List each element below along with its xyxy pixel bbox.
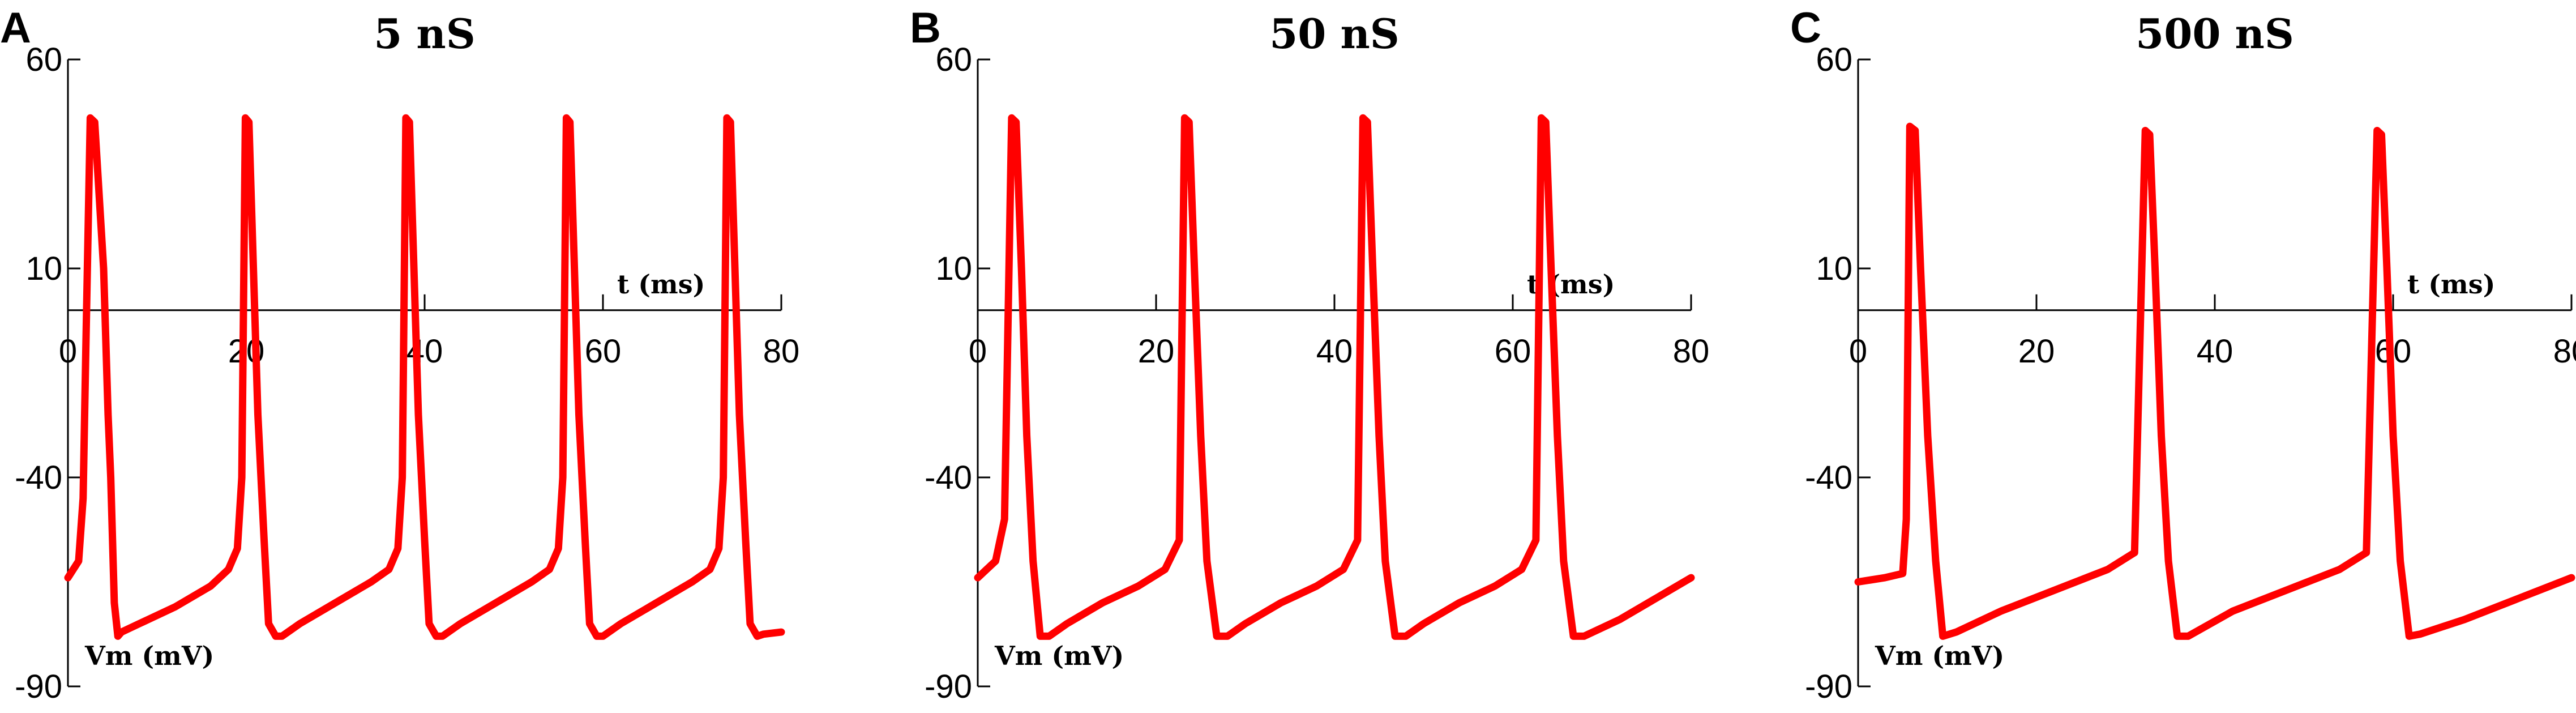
panel-letter: A <box>0 4 31 52</box>
y-tick-label: -40 <box>15 459 62 496</box>
x-axis-label: t (ms) <box>2407 269 2495 300</box>
y-tick-label: 60 <box>935 41 972 78</box>
panel-letter: C <box>1790 4 1821 52</box>
x-tick-label: 0 <box>969 333 987 370</box>
x-tick-label: 0 <box>1849 333 1867 370</box>
y-tick-label: -90 <box>15 668 62 705</box>
chart-title: 500 nS <box>2136 10 2294 58</box>
x-tick-label: 80 <box>2553 333 2576 370</box>
y-axis-label: Vm (mV) <box>84 641 214 671</box>
x-tick-label: 60 <box>585 333 622 370</box>
membrane-potential-trace <box>1854 122 2575 640</box>
y-tick-label: -90 <box>925 668 972 705</box>
y-tick-label: 60 <box>1816 41 1852 78</box>
chart-title: 5 nS <box>374 10 476 58</box>
y-axis-label: Vm (mV) <box>1875 641 2004 671</box>
x-tick-label: 40 <box>1316 333 1353 370</box>
y-axis-label: Vm (mV) <box>994 641 1124 671</box>
x-axis-label: t (ms) <box>617 269 705 300</box>
y-tick-label: 10 <box>25 250 62 287</box>
y-tick-label: 60 <box>25 41 62 78</box>
membrane-potential-trace <box>64 114 785 640</box>
y-tick-label: -90 <box>1805 668 1852 705</box>
x-tick-label: 40 <box>2197 333 2233 370</box>
chart-title: 50 nS <box>1269 10 1400 58</box>
x-tick-label: 80 <box>763 333 800 370</box>
membrane-potential-trace <box>974 114 1695 640</box>
y-tick-label: 10 <box>1816 250 1852 287</box>
x-tick-label: 40 <box>406 333 443 370</box>
y-tick-label: -40 <box>925 459 972 496</box>
x-tick-label: 60 <box>1495 333 1531 370</box>
panel-letter: B <box>910 4 941 52</box>
x-tick-label: 20 <box>1138 333 1175 370</box>
y-tick-label: 10 <box>935 250 972 287</box>
x-tick-label: 0 <box>59 333 77 370</box>
x-tick-label: 20 <box>2018 333 2055 370</box>
x-tick-label: 80 <box>1673 333 1710 370</box>
y-tick-label: -40 <box>1805 459 1852 496</box>
